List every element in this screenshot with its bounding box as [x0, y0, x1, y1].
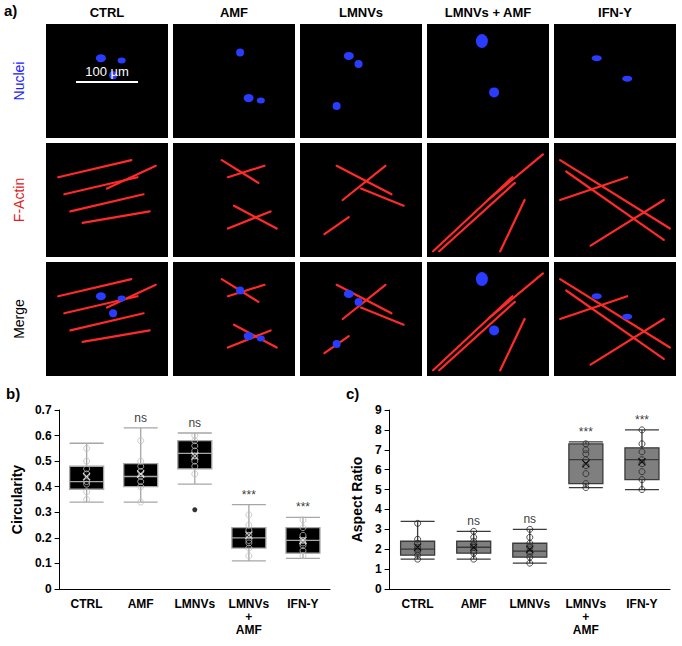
svg-text:IFN-Y: IFN-Y	[598, 5, 632, 20]
svg-text:+: +	[582, 610, 589, 624]
svg-text:LMNVs: LMNVs	[566, 597, 607, 611]
svg-text:LMNVs: LMNVs	[339, 5, 383, 20]
svg-text:3: 3	[375, 522, 382, 536]
svg-text:0: 0	[45, 582, 52, 596]
svg-text:ns: ns	[134, 411, 147, 425]
svg-text:100 µm: 100 µm	[85, 64, 129, 79]
svg-text:IFN-Y: IFN-Y	[287, 597, 318, 611]
svg-text:AMF: AMF	[573, 623, 599, 637]
svg-text:6: 6	[375, 463, 382, 477]
svg-text:ns: ns	[523, 512, 536, 526]
svg-text:CTRL: CTRL	[402, 597, 434, 611]
svg-text:a): a)	[4, 2, 17, 19]
svg-text:CTRL: CTRL	[71, 597, 103, 611]
svg-text:1: 1	[375, 562, 382, 576]
svg-text:9: 9	[375, 403, 382, 417]
svg-text:AMF: AMF	[461, 597, 487, 611]
svg-text:AMF: AMF	[236, 623, 262, 637]
svg-text:0.7: 0.7	[35, 403, 52, 417]
svg-text:AMF: AMF	[128, 597, 154, 611]
svg-text:LMNVs + AMF: LMNVs + AMF	[445, 5, 532, 20]
svg-text:***: ***	[242, 488, 256, 502]
svg-text:0.5: 0.5	[35, 454, 52, 468]
svg-text:ns: ns	[188, 416, 201, 430]
svg-text:5: 5	[375, 483, 382, 497]
svg-text:F-Actin: F-Actin	[11, 178, 27, 222]
svg-text:IFN-Y: IFN-Y	[626, 597, 657, 611]
svg-text:LMNVs: LMNVs	[174, 597, 215, 611]
svg-text:Circularity: Circularity	[9, 465, 25, 534]
svg-text:0.3: 0.3	[35, 505, 52, 519]
svg-text:b): b)	[6, 385, 20, 402]
svg-text:LMNVs: LMNVs	[509, 597, 550, 611]
svg-text:c): c)	[346, 385, 359, 402]
svg-text:ns: ns	[467, 514, 480, 528]
svg-text:7: 7	[375, 443, 382, 457]
svg-text:0.2: 0.2	[35, 531, 52, 545]
svg-text:0.4: 0.4	[35, 480, 52, 494]
svg-text:AMF: AMF	[220, 5, 248, 20]
svg-text:***: ***	[579, 425, 593, 439]
svg-text:***: ***	[296, 500, 310, 514]
svg-text:Aspect Ratio: Aspect Ratio	[349, 457, 365, 543]
svg-text:8: 8	[375, 423, 382, 437]
svg-text:0.6: 0.6	[35, 429, 52, 443]
svg-text:CTRL: CTRL	[90, 5, 125, 20]
svg-text:Nuclei: Nuclei	[11, 62, 27, 101]
svg-text:4: 4	[375, 502, 382, 516]
svg-text:Merge: Merge	[11, 299, 27, 339]
svg-text:0.1: 0.1	[35, 556, 52, 570]
svg-text:+: +	[245, 610, 252, 624]
svg-text:2: 2	[375, 542, 382, 556]
svg-text:***: ***	[635, 413, 649, 427]
svg-text:LMNVs: LMNVs	[229, 597, 270, 611]
svg-text:0: 0	[375, 582, 382, 596]
